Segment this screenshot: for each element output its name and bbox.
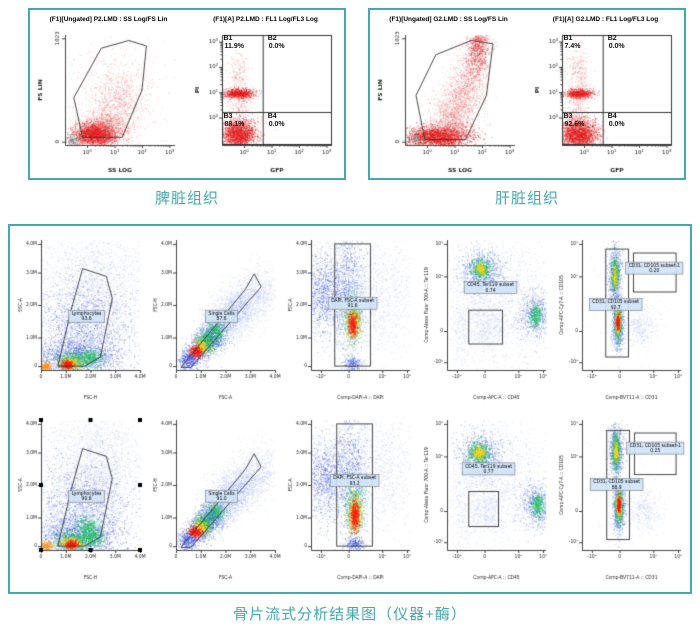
tissue-panels-row: (F1)[Ungated] P2.LMD : SS Log/FS Lin (F1… <box>28 8 692 208</box>
bone-caption: 骨片流式分析结果图（仪器+酶） <box>233 606 467 623</box>
density-plot-r1c3-canvas <box>283 232 417 404</box>
liver-ss-fs-canvas <box>372 29 525 177</box>
plot-title: (F1)[A] P2.LMD : FL1 Log/FL3 Log <box>213 16 318 23</box>
spleen-label: 脾脏组织 <box>154 190 219 207</box>
density-plot-r2c3-canvas <box>283 412 417 584</box>
density-plot-r1c2-canvas <box>148 232 282 404</box>
plot-title: (F1)[Ungated] P2.LMD : SS Log/FS Lin <box>49 16 168 23</box>
density-plot-r2c2-canvas <box>148 412 282 584</box>
plot-title: (F1)[A] G2.LMD : FL1 Log/FL3 Log <box>552 16 659 23</box>
density-plot-r2c4-canvas <box>418 412 552 584</box>
liver-panel: (F1)[Ungated] G2.LMD : SS Log/FS Lin (F1… <box>368 8 686 180</box>
spleen-section: (F1)[Ungated] P2.LMD : SS Log/FS Lin (F1… <box>28 8 346 208</box>
spleen-ss-fs-canvas <box>32 29 185 177</box>
plot-canvas-wrap <box>32 29 185 177</box>
density-plot-r1c5-canvas <box>553 232 687 404</box>
density-plot-r2c1-canvas <box>13 412 147 584</box>
density-plot-r2c5-canvas <box>553 412 687 584</box>
bone-flow-panel <box>8 224 692 594</box>
liver-quadrant-plot: (F1)[A] G2.LMD : FL1 Log/FL3 Log B1 7.4%… <box>527 10 684 177</box>
liver-scatter-plot: (F1)[Ungated] G2.LMD : SS Log/FS Lin <box>370 10 527 177</box>
plot-canvas-wrap: B1 7.4% B2 0.0% B3 92.6% <box>529 29 682 177</box>
plot-canvas-wrap: B1 11.9% B2 0.0% B3 88.1% <box>189 29 342 177</box>
spleen-quadrant-plot: (F1)[A] P2.LMD : FL1 Log/FL3 Log B1 11.9… <box>187 10 344 177</box>
spleen-scatter-plot: (F1)[Ungated] P2.LMD : SS Log/FS Lin <box>30 10 187 177</box>
plot-title: (F1)[Ungated] G2.LMD : SS Log/FS Lin <box>389 16 508 23</box>
liver-pi-gfp-canvas <box>529 29 682 177</box>
spleen-panel: (F1)[Ungated] P2.LMD : SS Log/FS Lin (F1… <box>28 8 346 180</box>
liver-label: 肝脏组织 <box>494 190 559 207</box>
plot-canvas-wrap <box>372 29 525 177</box>
density-plot-r1c1-canvas <box>13 232 147 404</box>
density-plot-r1c4-canvas <box>418 232 552 404</box>
spleen-pi-gfp-canvas <box>189 29 342 177</box>
liver-section: (F1)[Ungated] G2.LMD : SS Log/FS Lin (F1… <box>368 8 686 208</box>
